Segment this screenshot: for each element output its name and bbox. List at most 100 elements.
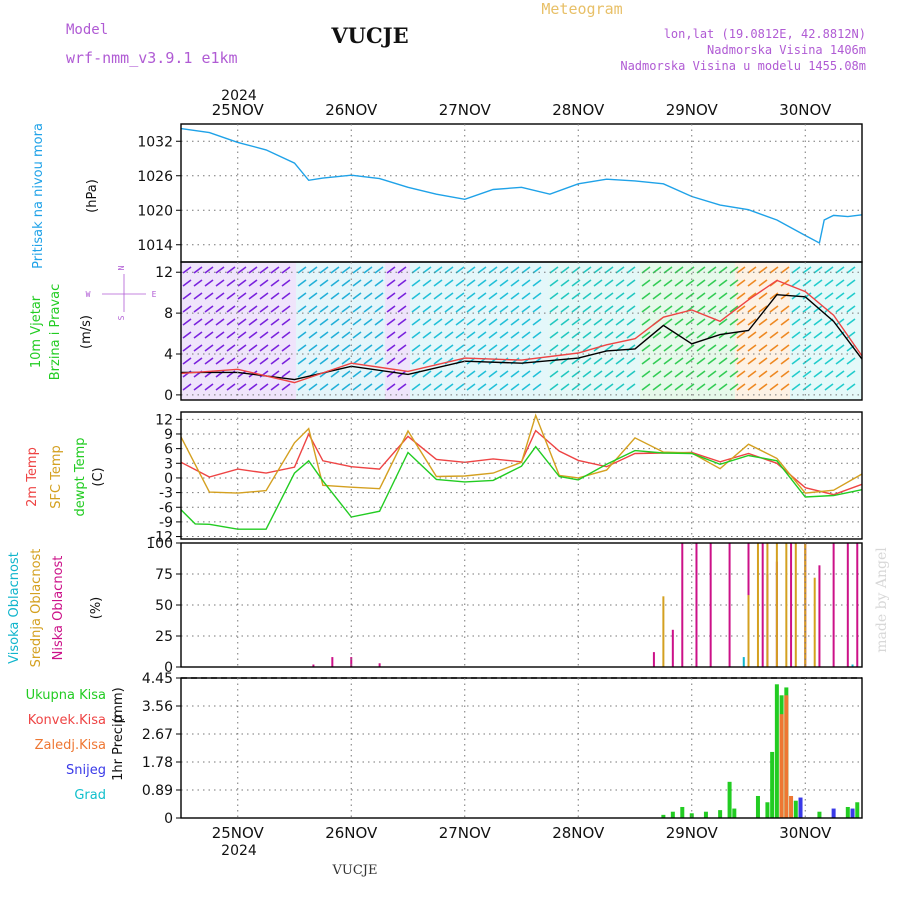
day-label-top: 30NOV bbox=[779, 101, 832, 119]
wind-arrow bbox=[477, 305, 487, 313]
niska-oblacnost-bar bbox=[652, 652, 655, 667]
y-tick-label: 25 bbox=[155, 629, 173, 645]
wind-arrow bbox=[707, 292, 717, 300]
wind-arrow bbox=[422, 292, 432, 300]
wind-arrow bbox=[615, 357, 625, 365]
y-tick-label: 1.78 bbox=[142, 755, 173, 771]
wind-arrow bbox=[386, 331, 396, 339]
wind-arrow bbox=[791, 331, 801, 339]
wind-arrow bbox=[696, 370, 706, 378]
wind-arrow bbox=[215, 331, 225, 339]
wind-arrow bbox=[182, 357, 192, 365]
wind-arrow bbox=[374, 331, 384, 339]
niska-oblacnost-bar bbox=[832, 543, 835, 667]
wind-arrow bbox=[397, 331, 407, 339]
wind-arrow bbox=[477, 331, 487, 339]
wind-arrow bbox=[182, 344, 192, 352]
wind-arrow bbox=[226, 383, 236, 391]
ukupna-kisa-bar bbox=[793, 800, 798, 818]
wind-arrow bbox=[707, 357, 717, 365]
cloud-label-mid: Srednja Oblacnost bbox=[29, 549, 44, 668]
wind-arrow bbox=[674, 279, 684, 287]
wind-arrow bbox=[455, 305, 465, 313]
wind-arrow bbox=[182, 383, 192, 391]
wind-arrow bbox=[549, 266, 559, 274]
wind-arrow bbox=[204, 305, 214, 313]
wind-arrow bbox=[604, 318, 614, 326]
wind-arrow bbox=[758, 318, 768, 326]
y-tick-label: 0 bbox=[164, 471, 173, 487]
wind-arrow bbox=[477, 370, 487, 378]
niska-oblacnost-bar bbox=[709, 543, 712, 667]
wind-arrow bbox=[281, 331, 291, 339]
wind-arrow bbox=[330, 383, 340, 391]
wind-arrow bbox=[204, 279, 214, 287]
niska-oblacnost-bar bbox=[728, 543, 731, 667]
wind-arrow bbox=[455, 292, 465, 300]
wind-arrow bbox=[736, 318, 746, 326]
wind-arrow bbox=[593, 383, 603, 391]
wind-arrow bbox=[352, 279, 362, 287]
wind-arrow bbox=[582, 292, 592, 300]
wind-arrow bbox=[281, 279, 291, 287]
wind-arrow bbox=[363, 266, 373, 274]
wind-arrow bbox=[352, 292, 362, 300]
wind-arrow bbox=[802, 318, 812, 326]
wind-arrow bbox=[297, 383, 307, 391]
wind-arrow bbox=[297, 370, 307, 378]
wind-arrow bbox=[813, 279, 823, 287]
wind-arrow bbox=[663, 305, 673, 313]
wind-arrow bbox=[308, 383, 318, 391]
niska-oblacnost-bar bbox=[350, 657, 353, 667]
niska-oblacnost-bar bbox=[331, 657, 334, 667]
wind-arrow bbox=[571, 318, 581, 326]
wind-arrow bbox=[758, 292, 768, 300]
wind-arrow bbox=[685, 292, 695, 300]
y-tick-label: 75 bbox=[155, 567, 173, 583]
wind-arrow bbox=[791, 344, 801, 352]
day-label-bottom: 25NOV bbox=[212, 824, 265, 842]
wind-arrow bbox=[477, 318, 487, 326]
wind-arrow bbox=[330, 344, 340, 352]
wind-arrow bbox=[747, 331, 757, 339]
wind-arrow bbox=[791, 318, 801, 326]
wind-arrow bbox=[604, 266, 614, 274]
srednja-oblacnost-bar bbox=[662, 596, 665, 667]
wind-arrow bbox=[477, 383, 487, 391]
srednja-oblacnost-bar bbox=[794, 543, 797, 667]
wind-arrow bbox=[466, 370, 476, 378]
wind-arrow bbox=[182, 292, 192, 300]
y-tick-label: -3 bbox=[159, 486, 173, 502]
wind-arrow bbox=[747, 383, 757, 391]
wind-arrow bbox=[521, 370, 531, 378]
y-tick-label: 8 bbox=[164, 306, 173, 322]
cloud-label-low: Niska Oblacnost bbox=[51, 556, 66, 661]
wind-arrow bbox=[571, 357, 581, 365]
ukupna-kisa-bar bbox=[661, 814, 666, 818]
wind-arrow bbox=[747, 266, 757, 274]
wind-arrow bbox=[736, 279, 746, 287]
wind-arrow bbox=[374, 292, 384, 300]
wind-arrow bbox=[270, 318, 280, 326]
wind-arrow bbox=[319, 383, 329, 391]
wind-arrow bbox=[281, 305, 291, 313]
wind-arrow bbox=[281, 318, 291, 326]
wind-arrow bbox=[297, 292, 307, 300]
wind-arrow bbox=[521, 305, 531, 313]
wind-arrow bbox=[204, 331, 214, 339]
ukupna-kisa-bar bbox=[727, 781, 732, 818]
wind-arrow bbox=[593, 357, 603, 365]
wind-arrow bbox=[780, 266, 790, 274]
wind-arrow bbox=[747, 292, 757, 300]
wind-arrow bbox=[780, 344, 790, 352]
wind-arrow bbox=[363, 357, 373, 365]
wind-arrow bbox=[237, 383, 247, 391]
day-label-top: 27NOV bbox=[439, 101, 492, 119]
wind-arrow bbox=[270, 383, 280, 391]
wind-arrow bbox=[248, 383, 258, 391]
wind-arrow bbox=[521, 331, 531, 339]
wind-arrow bbox=[835, 344, 845, 352]
wind-arrow bbox=[626, 266, 636, 274]
wind-arrow bbox=[626, 357, 636, 365]
